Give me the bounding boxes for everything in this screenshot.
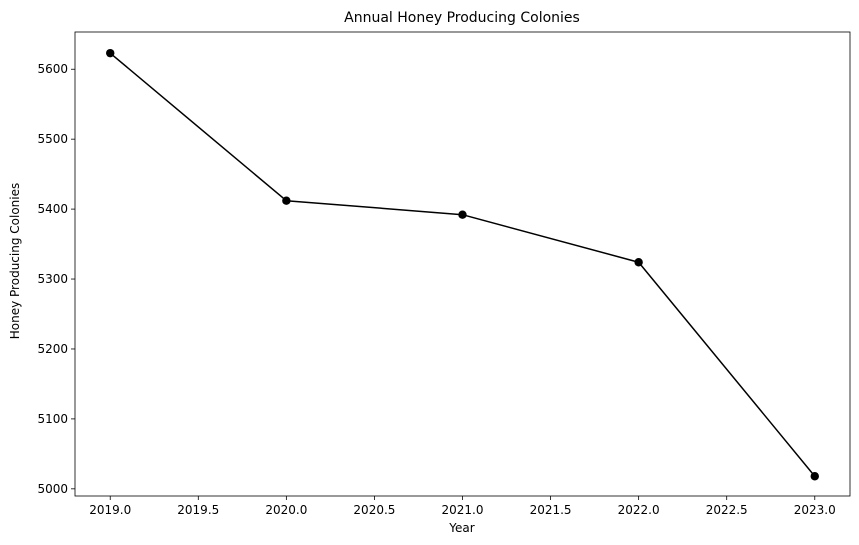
- series-line: [109, 52, 816, 477]
- chart-title: Annual Honey Producing Colonies: [344, 10, 580, 26]
- data-point: [810, 472, 819, 481]
- y-tick-label: 5100: [37, 412, 68, 426]
- x-tick-label: 2023.0: [794, 503, 836, 517]
- x-tick-label: 2022.5: [706, 503, 748, 517]
- data-point: [458, 210, 467, 219]
- axes-frame: [74, 31, 851, 497]
- y-tick-label: 5600: [37, 62, 68, 76]
- x-tick-label: 2019.0: [89, 503, 131, 517]
- data-point: [106, 48, 115, 58]
- y-tick-label: 5500: [37, 132, 68, 146]
- y-tick-label: 5300: [37, 272, 68, 286]
- plot-area: 2019.0 2019.5 2020.0 2020.5 2021.0 2021.5 2022…: [37, 31, 851, 517]
- x-tick-label: 2022.0: [618, 503, 660, 517]
- x-tick-label: 2020.0: [265, 503, 307, 517]
- y-tick-label: 5400: [37, 202, 68, 216]
- x-axis-label: Year: [448, 521, 474, 535]
- data-point: [634, 258, 643, 267]
- data-point: [282, 196, 291, 205]
- x-tick-label: 2019.5: [177, 503, 219, 517]
- x-tick-label: 2021.5: [530, 503, 572, 517]
- y-axis-label: Honey Producing Colonies: [8, 183, 22, 339]
- x-tick-label: 2021.0: [442, 503, 484, 517]
- y-tick-label: 5000: [37, 482, 68, 496]
- x-tick-label: 2020.5: [353, 503, 395, 517]
- y-tick-label: 5200: [37, 342, 68, 356]
